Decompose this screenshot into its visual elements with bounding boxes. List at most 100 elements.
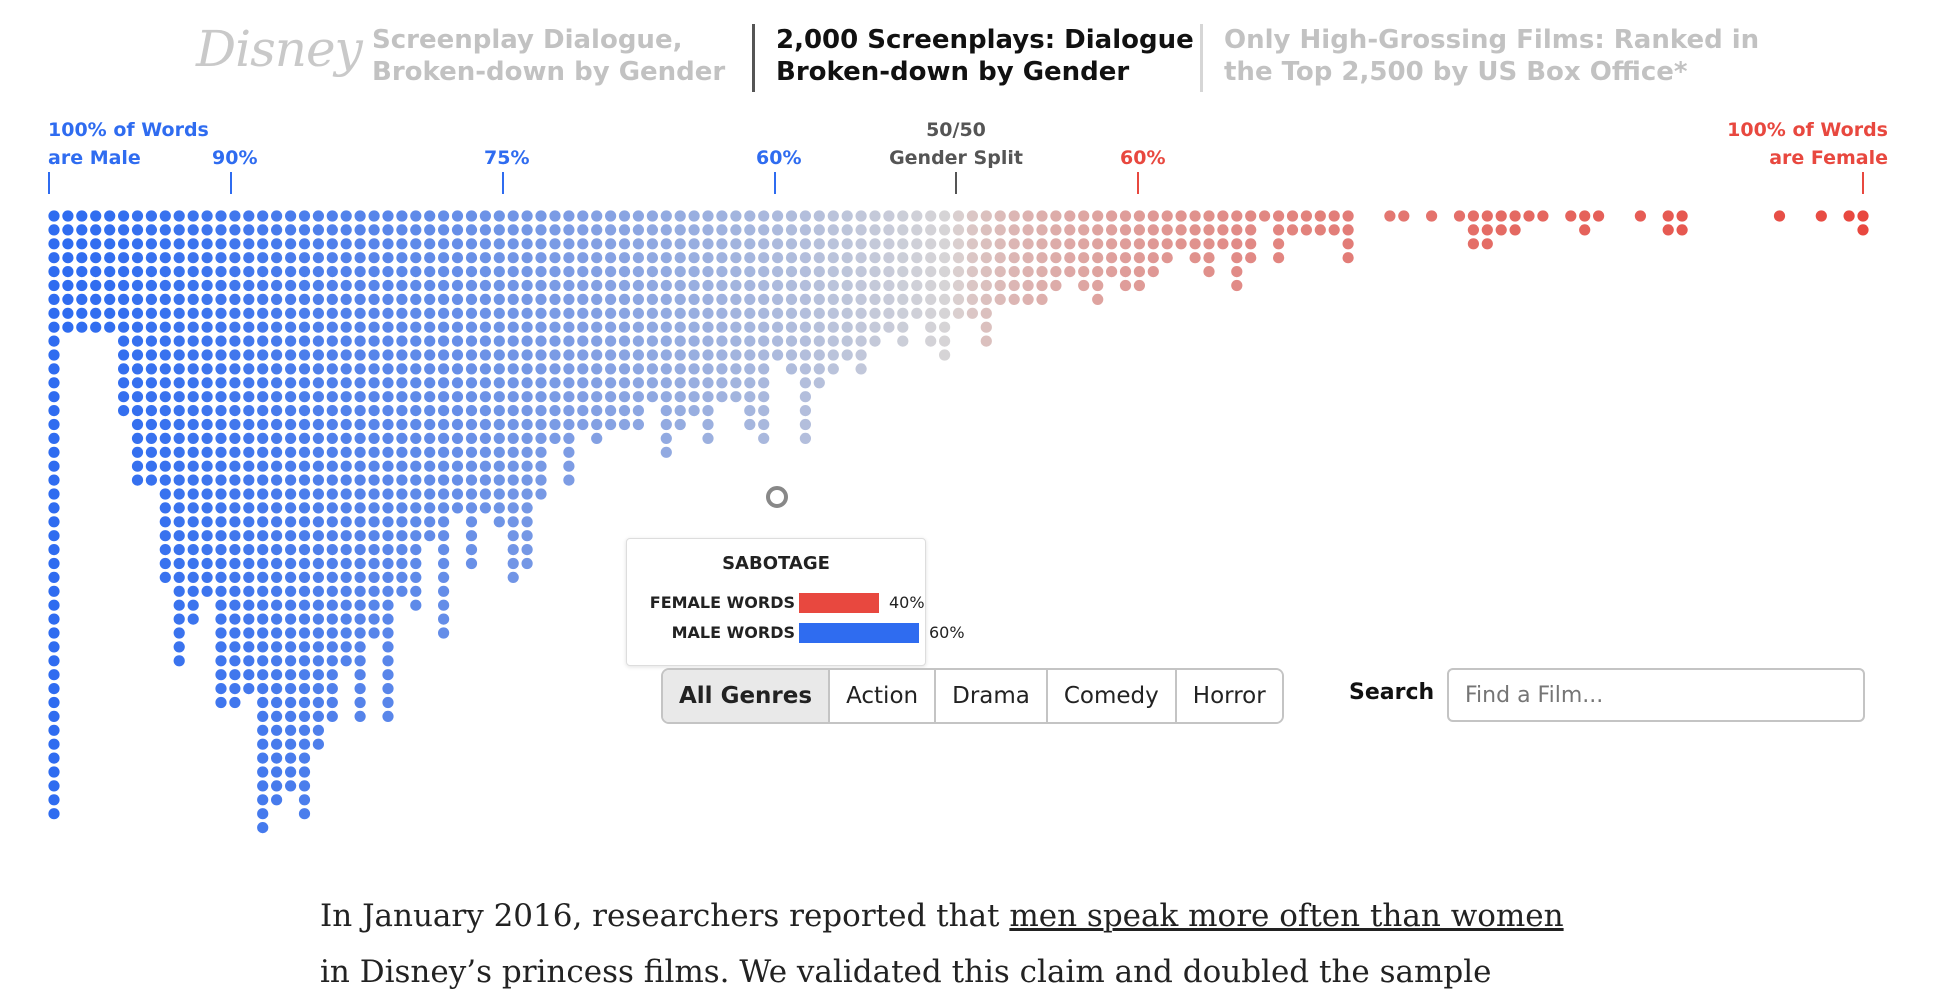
film-dot[interactable] bbox=[591, 252, 603, 264]
film-dot[interactable] bbox=[48, 655, 60, 667]
film-dot[interactable] bbox=[535, 321, 547, 333]
film-dot[interactable] bbox=[563, 307, 575, 319]
film-dot[interactable] bbox=[507, 224, 519, 236]
film-dot[interactable] bbox=[90, 321, 102, 333]
film-dot[interactable] bbox=[285, 752, 297, 764]
film-dot[interactable] bbox=[827, 224, 839, 236]
film-dot[interactable] bbox=[271, 780, 283, 792]
film-dot[interactable] bbox=[410, 544, 422, 556]
film-dot[interactable] bbox=[438, 391, 450, 403]
film-dot[interactable] bbox=[229, 488, 241, 500]
film-dot[interactable] bbox=[201, 571, 213, 584]
film-dot[interactable] bbox=[298, 307, 311, 319]
film-dot[interactable] bbox=[215, 474, 227, 486]
film-dot[interactable] bbox=[285, 335, 297, 347]
film-dot[interactable] bbox=[744, 279, 756, 292]
film-dot[interactable] bbox=[285, 293, 297, 305]
film-dot[interactable] bbox=[591, 321, 603, 333]
film-dot[interactable] bbox=[855, 335, 867, 347]
film-dot[interactable] bbox=[410, 418, 422, 431]
film-dot[interactable] bbox=[285, 474, 297, 486]
film-dot[interactable] bbox=[326, 377, 338, 389]
film-dot[interactable] bbox=[145, 363, 157, 375]
film-dot[interactable] bbox=[396, 349, 408, 361]
film-dot[interactable] bbox=[340, 266, 352, 278]
film-dot[interactable] bbox=[271, 418, 283, 431]
film-dot[interactable] bbox=[1022, 252, 1034, 264]
film-dot[interactable] bbox=[688, 363, 700, 375]
film-dot[interactable] bbox=[243, 266, 255, 278]
film-dot[interactable] bbox=[368, 585, 380, 597]
film-dot[interactable] bbox=[145, 474, 157, 486]
film-dot[interactable] bbox=[1342, 210, 1354, 222]
film-dot[interactable] bbox=[925, 335, 937, 347]
film-dot[interactable] bbox=[911, 210, 923, 222]
film-dot[interactable] bbox=[159, 530, 171, 542]
film-dot[interactable] bbox=[229, 307, 241, 319]
film-search-input[interactable] bbox=[1447, 668, 1865, 722]
film-dot[interactable] bbox=[465, 335, 478, 347]
film-dot[interactable] bbox=[730, 252, 742, 264]
film-dot[interactable] bbox=[173, 224, 185, 236]
film-dot[interactable] bbox=[159, 474, 171, 486]
film-dot[interactable] bbox=[660, 321, 672, 333]
film-dot[interactable] bbox=[702, 210, 714, 222]
film-dot[interactable] bbox=[173, 335, 185, 347]
film-dot[interactable] bbox=[257, 377, 269, 389]
film-dot[interactable] bbox=[521, 238, 533, 250]
film-dot[interactable] bbox=[785, 293, 798, 305]
film-dot[interactable] bbox=[229, 432, 241, 444]
film-dot[interactable] bbox=[340, 391, 352, 403]
film-dot[interactable] bbox=[285, 307, 297, 319]
film-dot[interactable] bbox=[271, 363, 283, 375]
film-dot[interactable] bbox=[521, 432, 533, 444]
film-dot[interactable] bbox=[285, 238, 297, 250]
film-dot[interactable] bbox=[354, 391, 366, 403]
film-dot[interactable] bbox=[424, 210, 436, 222]
film-dot[interactable] bbox=[1259, 210, 1271, 222]
film-dot[interactable] bbox=[1342, 252, 1354, 264]
film-dot[interactable] bbox=[354, 266, 366, 278]
film-dot[interactable] bbox=[465, 530, 478, 542]
film-dot[interactable] bbox=[382, 544, 394, 556]
film-dot[interactable] bbox=[298, 613, 311, 625]
film-dot[interactable] bbox=[813, 279, 825, 292]
film-dot[interactable] bbox=[563, 474, 575, 486]
film-dot[interactable] bbox=[535, 377, 547, 389]
film-dot[interactable] bbox=[215, 488, 227, 500]
film-dot[interactable] bbox=[340, 502, 352, 514]
film-dot[interactable] bbox=[410, 599, 422, 611]
film-dot[interactable] bbox=[424, 405, 436, 417]
film-dot[interactable] bbox=[493, 377, 505, 389]
tab-disney-dialogue[interactable]: Screenplay Dialogue, Broken-down by Gend… bbox=[372, 24, 725, 88]
film-dot[interactable] bbox=[493, 293, 505, 305]
film-dot[interactable] bbox=[674, 335, 686, 347]
film-dot[interactable] bbox=[1843, 210, 1855, 222]
film-dot[interactable] bbox=[271, 530, 283, 542]
film-dot[interactable] bbox=[883, 307, 895, 319]
film-dot[interactable] bbox=[271, 557, 283, 570]
film-dot[interactable] bbox=[48, 710, 60, 723]
film-dot[interactable] bbox=[479, 335, 491, 347]
film-dot[interactable] bbox=[340, 307, 352, 319]
film-dot[interactable] bbox=[285, 349, 297, 361]
film-dot[interactable] bbox=[326, 321, 338, 333]
film-dot[interactable] bbox=[354, 502, 366, 514]
film-dot[interactable] bbox=[577, 405, 589, 417]
film-dot[interactable] bbox=[577, 349, 589, 361]
film-dot[interactable] bbox=[62, 321, 74, 333]
film-dot[interactable] bbox=[285, 696, 297, 709]
film-dot[interactable] bbox=[674, 405, 686, 417]
film-dot[interactable] bbox=[758, 293, 770, 305]
film-dot[interactable] bbox=[326, 655, 338, 667]
film-dot[interactable] bbox=[479, 377, 491, 389]
film-dot[interactable] bbox=[243, 488, 255, 500]
film-dot[interactable] bbox=[493, 238, 505, 250]
film-dot[interactable] bbox=[424, 321, 436, 333]
film-dot[interactable] bbox=[396, 335, 408, 347]
film-dot[interactable] bbox=[758, 279, 770, 292]
film-dot[interactable] bbox=[145, 252, 157, 264]
film-dot[interactable] bbox=[855, 224, 867, 236]
film-dot[interactable] bbox=[215, 321, 227, 333]
film-dot[interactable] bbox=[340, 279, 352, 292]
